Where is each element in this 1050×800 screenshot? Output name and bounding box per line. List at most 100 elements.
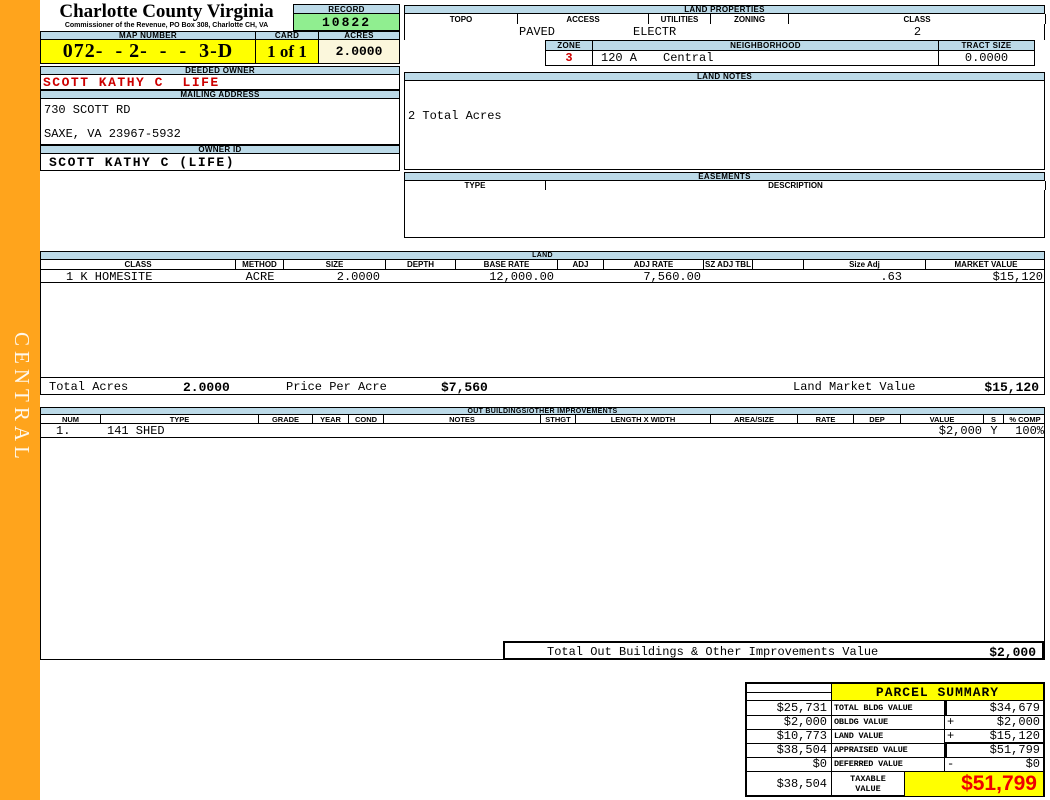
ob-cond-header: COND: [349, 415, 384, 423]
land-method-value: ACRE: [245, 270, 275, 284]
land-notes-title: LAND NOTES: [404, 72, 1045, 81]
value-obldg: $2,000: [996, 715, 1040, 729]
zone-value: 3: [545, 50, 592, 66]
owner-id-value: SCOTT KATHY C (LIFE): [40, 154, 400, 171]
land-market-value-header: MARKET VALUE: [954, 260, 1018, 269]
mailing-address-label: MAILING ADDRESS: [40, 90, 400, 99]
land-size-header: SIZE: [284, 260, 386, 269]
easements-box: [404, 190, 1045, 238]
price-per-acre-label: Price Per Acre: [286, 380, 387, 394]
card-label: CARD: [255, 31, 318, 40]
deeded-owner-value: SCOTT KATHY C LIFE: [40, 75, 400, 90]
outbuildings-title: OUT BUILDINGS/OTHER IMPROVEMENTS: [41, 408, 1044, 415]
zone-neighborhood-box: ZONE NEIGHBORHOOD TRACT SIZE 3 120 A Cen…: [545, 40, 1035, 66]
outbuildings-total-value: $2,000: [989, 645, 1036, 660]
mailing-address-line2: SAXE, VA 23967-5932: [44, 127, 181, 141]
deeded-owner-label: DEEDED OWNER: [40, 66, 400, 75]
parcel-summary-title: PARCEL SUMMARY: [832, 684, 1043, 701]
land-totals-row: Total Acres 2.0000 Price Per Acre $7,560…: [41, 377, 1044, 395]
ob-notes-header: NOTES: [384, 415, 541, 423]
prior-taxable: $38,504: [747, 772, 832, 796]
ob-s-header: S: [984, 415, 1004, 423]
outbuildings-row: 1. 141 SHED $2,000 Y 100%: [41, 424, 1044, 438]
prior-total-bldg: $25,731: [747, 701, 832, 716]
class-value: 2: [913, 25, 922, 39]
parcel-summary-corner: [747, 684, 832, 701]
summary-row-appraised: $38,504 APPRAISED VALUE $51,799: [747, 742, 1043, 758]
easement-description-header: DESCRIPTION: [546, 181, 1046, 190]
prior-land: $10,773: [747, 729, 832, 744]
land-market-value-total: $15,120: [984, 380, 1039, 395]
land-market-value-label: Land Market Value: [793, 380, 916, 394]
summary-row-land: $10,773 LAND VALUE + $15,120: [747, 729, 1043, 744]
ob-area-size-header: AREA/SIZE: [711, 415, 798, 423]
land-table-headers: CLASS METHOD SIZE DEPTH BASE RATE ADJ AD…: [41, 260, 1044, 270]
land-market-value: $15,120: [992, 270, 1043, 284]
map-number-label: MAP NUMBER: [40, 31, 255, 40]
summary-row-deferred: $0 DEFERRED VALUE - $0: [747, 757, 1043, 772]
land-class-header: CLASS: [41, 260, 236, 269]
district-label: CENTRAL: [10, 332, 34, 464]
ob-type-header: TYPE: [101, 415, 259, 423]
neighborhood-code: 120 A: [601, 51, 638, 65]
label-taxable-line1: TAXABLE: [850, 774, 886, 784]
map-number-value: 072- - 2- - - 3-D: [40, 40, 255, 64]
op-land: +: [947, 729, 955, 743]
ob-grade-header: GRADE: [259, 415, 313, 423]
land-properties-section: LAND PROPERTIES TOPO ACCESS UTILITIES ZO…: [404, 5, 1046, 68]
ob-comp-value: 100%: [1015, 424, 1044, 438]
label-taxable: TAXABLE VALUE: [832, 772, 905, 796]
land-properties-values: PAVED ELECTR 2: [404, 24, 1045, 40]
land-notes-text: 2 Total Acres: [408, 109, 502, 123]
ob-year-header: YEAR: [313, 415, 349, 423]
zone-label: ZONE: [545, 40, 592, 51]
record-label: RECORD: [293, 4, 400, 14]
label-obldg: OBLDG VALUE: [832, 715, 945, 730]
neighborhood-name: Central: [663, 51, 714, 65]
record-value: 10822: [293, 14, 400, 31]
parcel-summary-header: PARCEL SUMMARY: [747, 684, 1043, 701]
land-class-value: 1 K HOMESITE: [66, 270, 153, 284]
value-total-bldg: $34,679: [989, 701, 1040, 715]
map-value-row: 072- - 2- - - 3-D 1 of 1 2.0000: [40, 40, 400, 64]
taxable-value: $51,799: [905, 772, 1043, 796]
acres-value: 2.0000: [318, 40, 400, 64]
ob-num-value: 1.: [56, 424, 71, 438]
value-deferred: $0: [1025, 757, 1040, 771]
op-obldg: +: [947, 715, 955, 729]
zone-values: 3 120 A Central 0.0000: [545, 50, 1035, 66]
op-deferred: -: [947, 757, 955, 771]
tract-size-label: TRACT SIZE: [938, 40, 1035, 51]
easements-title: EASEMENTS: [404, 172, 1045, 181]
land-size-value: 2.0000: [336, 270, 380, 284]
ob-value: $2,000: [938, 424, 982, 438]
prior-deferred: $0: [747, 757, 832, 772]
value-appraised: $51,799: [989, 743, 1040, 757]
neighborhood-label: NEIGHBORHOOD: [592, 40, 938, 51]
land-table-row: 1 K HOMESITE ACRE 2.0000 12,000.00 7,560…: [41, 270, 1044, 284]
label-deferred: DEFERRED VALUE: [832, 757, 945, 772]
ob-length-width-header: LENGTH X WIDTH: [576, 415, 711, 423]
land-spacer-value: [753, 270, 804, 284]
neighborhood-value: 120 A Central: [592, 50, 938, 66]
land-sz-adj-tbl-value: [704, 270, 753, 284]
class-header: CLASS: [789, 14, 1046, 24]
county-title: Charlotte County Virginia: [59, 1, 274, 22]
utilities-header: UTILITIES: [649, 14, 711, 24]
tract-size-value: 0.0000: [938, 50, 1035, 66]
land-depth-header: DEPTH: [386, 260, 456, 269]
ob-num-header: NUM: [41, 415, 101, 423]
zone-headers: ZONE NEIGHBORHOOD TRACT SIZE: [545, 40, 1035, 51]
topo-header: TOPO: [405, 14, 518, 24]
summary-row-taxable: $38,504 TAXABLE VALUE $51,799: [747, 771, 1043, 796]
outbuildings-section: OUT BUILDINGS/OTHER IMPROVEMENTS NUM TYP…: [40, 407, 1045, 660]
total-acres-label: Total Acres: [49, 380, 129, 394]
access-header: ACCESS: [518, 14, 649, 24]
county-subtitle: Commissioner of the Revenue, PO Box 308,…: [64, 22, 269, 29]
map-header-row: MAP NUMBER CARD ACRES: [40, 31, 400, 40]
ob-dep-header: DEP: [854, 415, 901, 423]
land-base-rate-value: 12,000.00: [489, 270, 554, 284]
land-size-adj-header: Size Adj: [804, 260, 926, 269]
label-land: LAND VALUE: [832, 729, 945, 744]
